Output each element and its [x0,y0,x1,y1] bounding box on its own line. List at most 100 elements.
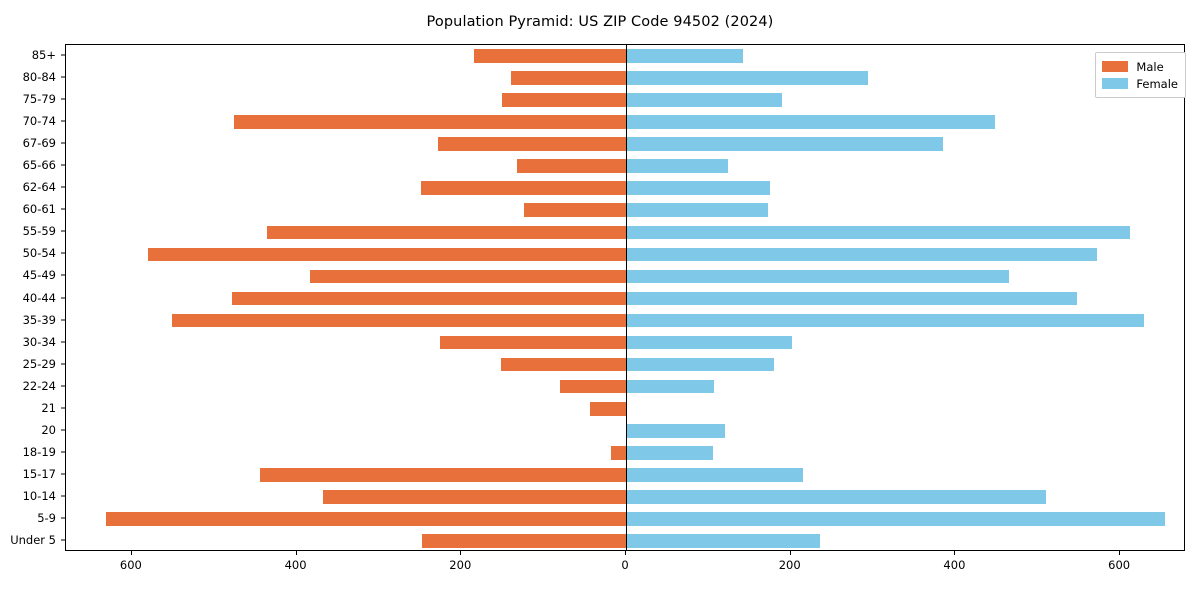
bar-row [66,534,1184,548]
y-axis-tick-label: Under 5 [10,532,56,547]
x-axis-tick-label: 400 [284,558,307,572]
x-axis-tick-label: 600 [1108,558,1131,572]
legend-label-male: Male [1136,59,1164,74]
y-axis-tick [61,54,65,56]
bar-row [66,490,1184,504]
bar-female [626,181,771,196]
bar-female [626,269,1009,284]
y-axis-tick [61,407,65,409]
bar-row [66,423,1184,438]
y-axis-tick [61,252,65,254]
y-axis-tick-label: 45-49 [22,268,56,283]
bar-female [626,379,715,394]
bar-female [626,445,714,460]
chart-legend: Male Female [1095,52,1186,98]
y-axis-tick [61,120,65,122]
y-axis-tick-label: 60-61 [22,202,56,217]
y-axis-tick-label: 35-39 [22,312,56,327]
y-axis: Under 5 5-9 10-14 15-17 18-19 20 21 22-24 25-29 3… [0,44,65,551]
y-axis-tick-label: 25-29 [22,356,56,371]
bar-male [420,181,626,196]
y-axis-tick [61,385,65,387]
y-axis-tick [61,76,65,78]
y-axis-tick-label: 10-14 [22,488,56,503]
y-axis-tick [61,517,65,519]
bar-female [626,203,769,218]
chart-title: Population Pyramid: US ZIP Code 94502 (2… [426,14,774,30]
y-axis-tick [61,274,65,276]
y-axis-tick-label: 80-84 [22,70,56,85]
bar-female [626,137,944,152]
bar-row [66,468,1184,482]
bar-male [501,93,626,107]
bar-row [66,159,1184,174]
bar-male [611,445,626,460]
x-axis-tick-label: 0 [621,558,629,572]
x-axis-tick [130,551,132,555]
y-axis-tick-label: 50-54 [22,246,56,261]
y-axis-tick [61,186,65,188]
bar-female [626,357,775,372]
bar-row [66,115,1184,129]
x-axis-tick-label: 600 [119,558,142,572]
y-axis-tick [61,230,65,232]
bar-female [626,512,1166,526]
y-axis-tick-label: 21 [41,400,56,415]
x-axis-tick [789,551,791,555]
y-axis-tick [61,98,65,100]
y-axis-tick-label: 30-34 [22,334,56,349]
x-axis: 600 400 200 0 200 400 600 [65,551,1185,591]
bar-male [148,247,626,262]
bar-male [560,379,626,394]
x-axis-tick [460,551,462,555]
y-axis-tick [61,208,65,210]
y-axis-tick [61,495,65,497]
bar-male [510,71,626,85]
y-axis-tick-label: 62-64 [22,180,56,195]
y-axis-tick-label: 70-74 [22,114,56,129]
y-axis-tick [61,429,65,431]
bar-row [66,291,1184,306]
bar-female [626,71,869,85]
bar-row [66,335,1184,350]
x-axis-tick [954,551,956,555]
bar-row [66,313,1184,328]
bar-female [626,335,793,350]
y-axis-tick-label: 15-17 [22,466,56,481]
bar-male [474,49,626,63]
y-axis-tick-label: 65-66 [22,158,56,173]
bar-male [589,401,626,416]
y-axis-tick [61,142,65,144]
bar-male [172,313,626,328]
y-axis-tick-label: 5-9 [37,510,56,525]
bar-male [266,225,626,240]
bar-male [234,115,626,129]
bar-row [66,225,1184,240]
bar-female [626,313,1144,328]
bars-layer [66,45,1184,550]
bar-row [66,137,1184,152]
y-axis-tick [61,319,65,321]
bar-male [523,203,626,218]
bar-female [626,225,1130,240]
bar-row [66,512,1184,526]
bar-row [66,445,1184,460]
bar-male [322,490,626,504]
bar-row [66,71,1184,85]
bar-row [66,357,1184,372]
bar-male [309,269,626,284]
bar-male [421,534,626,548]
x-axis-tick [295,551,297,555]
bar-female [626,534,820,548]
legend-swatch-male [1102,61,1129,72]
y-axis-tick [61,473,65,475]
y-axis-tick-label: 18-19 [22,444,56,459]
legend-item-female[interactable]: Female [1102,75,1178,92]
x-axis-tick-label: 400 [943,558,966,572]
legend-item-male[interactable]: Male [1102,58,1178,75]
bar-female [626,49,743,63]
bar-row [66,269,1184,284]
y-axis-tick [61,164,65,166]
x-axis-tick [1119,551,1121,555]
bar-female [626,247,1098,262]
